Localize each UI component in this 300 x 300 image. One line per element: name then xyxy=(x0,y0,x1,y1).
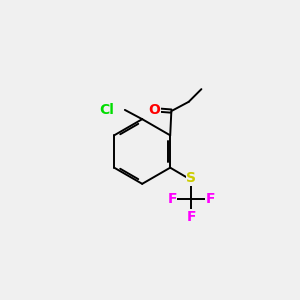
Text: S: S xyxy=(187,171,196,185)
Text: F: F xyxy=(206,192,216,206)
Text: F: F xyxy=(187,210,196,224)
Text: O: O xyxy=(148,103,160,117)
Text: Cl: Cl xyxy=(99,103,114,117)
Text: F: F xyxy=(167,192,177,206)
